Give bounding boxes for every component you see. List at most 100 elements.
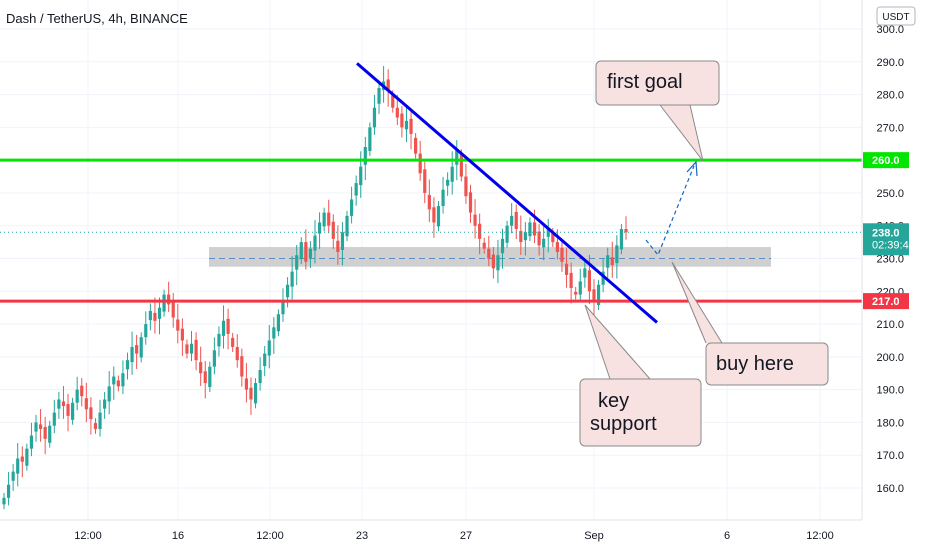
candle-body bbox=[409, 118, 413, 134]
price-tick-label: 230.0 bbox=[876, 254, 904, 266]
candle-body bbox=[459, 154, 463, 177]
candle-body bbox=[596, 284, 601, 306]
candle-body bbox=[592, 289, 596, 302]
price-tick-label: 200.0 bbox=[876, 352, 904, 364]
candle-body bbox=[116, 380, 120, 387]
candle-body bbox=[354, 183, 358, 196]
time-tick-label[interactable]: Sep bbox=[584, 530, 604, 542]
candle-body bbox=[436, 206, 441, 227]
candle-body bbox=[295, 255, 299, 270]
projection-arrowhead bbox=[686, 160, 698, 177]
candle-body bbox=[395, 107, 399, 118]
price-tick-label: 280.0 bbox=[876, 90, 904, 102]
candle-body bbox=[189, 343, 194, 354]
candle-body bbox=[253, 383, 258, 404]
candle-body bbox=[267, 340, 271, 356]
currency-badge-box[interactable] bbox=[876, 6, 916, 26]
candle-body bbox=[66, 404, 70, 416]
price-tick-label: 180.0 bbox=[876, 417, 904, 429]
candle-body bbox=[578, 281, 582, 295]
candle-body bbox=[322, 212, 326, 227]
price-tick-label: 290.0 bbox=[876, 57, 904, 69]
candle-body bbox=[345, 215, 349, 237]
candle-body bbox=[564, 263, 569, 275]
candle-body bbox=[276, 314, 281, 332]
time-tick-label[interactable]: 23 bbox=[356, 530, 368, 542]
key-support-callout-pointer bbox=[584, 304, 651, 380]
price-tick-label: 250.0 bbox=[876, 188, 904, 200]
buy-here-callout-pointer bbox=[671, 261, 723, 344]
goal-level-tag bbox=[863, 152, 909, 169]
candle-body bbox=[327, 212, 331, 226]
candle-body bbox=[555, 242, 559, 252]
candle-body bbox=[240, 356, 244, 377]
price-tick-label: 160.0 bbox=[876, 483, 904, 495]
candle-body bbox=[176, 319, 180, 331]
support-level-tag bbox=[863, 293, 909, 310]
price-tick-label: 170.0 bbox=[876, 450, 904, 462]
candle-body bbox=[249, 387, 253, 400]
candle-body bbox=[601, 271, 605, 285]
candle-body bbox=[478, 223, 482, 239]
candle-body bbox=[52, 412, 56, 426]
candle-body bbox=[98, 412, 102, 429]
candle-body bbox=[153, 312, 157, 321]
candle-body bbox=[500, 238, 505, 254]
horizontal-levels bbox=[0, 158, 862, 303]
price-axis-ticks: 160.0170.0180.0190.0200.0210.0220.0230.0… bbox=[876, 24, 904, 495]
candle-body bbox=[103, 399, 107, 409]
candle-body bbox=[203, 371, 207, 384]
candle-body bbox=[528, 222, 532, 237]
candle-body bbox=[11, 471, 15, 481]
candle-body bbox=[317, 222, 322, 234]
candle-body bbox=[112, 376, 116, 385]
candle-body bbox=[57, 399, 61, 409]
candle-body bbox=[125, 360, 130, 370]
candle-body bbox=[523, 232, 527, 241]
currency-badge[interactable]: USDT bbox=[882, 12, 909, 23]
time-tick-label[interactable]: 27 bbox=[460, 530, 472, 542]
candle-body bbox=[162, 294, 166, 312]
candle-body bbox=[359, 166, 363, 186]
buy-here-callout-box bbox=[705, 342, 829, 386]
candle-body bbox=[217, 333, 221, 347]
candle-body bbox=[212, 350, 216, 367]
key-support-callout-box bbox=[579, 378, 702, 447]
candles bbox=[2, 66, 628, 510]
candle-body bbox=[135, 345, 139, 354]
candle-body bbox=[482, 242, 486, 249]
candle-body bbox=[560, 248, 564, 262]
candle-body bbox=[372, 107, 377, 128]
level-label-current: 238.0 bbox=[872, 227, 900, 239]
candle-body bbox=[404, 120, 409, 130]
time-tick-label[interactable]: 16 bbox=[172, 530, 184, 542]
candle-body bbox=[272, 327, 276, 339]
candle-body bbox=[574, 291, 578, 295]
countdown-label: 02:39:48 bbox=[872, 239, 915, 251]
price-axis-panel[interactable] bbox=[862, 0, 932, 520]
candle-body bbox=[377, 88, 381, 104]
candle-body bbox=[157, 307, 162, 319]
first-goal-callout-pointer bbox=[659, 104, 704, 162]
candle-body bbox=[71, 402, 75, 420]
candle-body bbox=[20, 456, 24, 462]
candle-body bbox=[414, 137, 418, 154]
time-tick-label[interactable]: 6 bbox=[724, 530, 730, 542]
candle-body bbox=[331, 221, 335, 239]
candle-body bbox=[263, 353, 267, 367]
level-label-goal: 260.0 bbox=[872, 155, 900, 167]
candle-body bbox=[281, 301, 285, 315]
time-tick-label[interactable]: 12:00 bbox=[806, 530, 834, 542]
time-tick-label[interactable]: 12:00 bbox=[74, 530, 102, 542]
candle-body bbox=[6, 484, 11, 498]
candle-body bbox=[336, 240, 340, 252]
time-tick-label[interactable]: 12:00 bbox=[256, 530, 284, 542]
candle-body bbox=[148, 310, 152, 321]
price-tick-label: 300.0 bbox=[876, 24, 904, 36]
candle-body bbox=[583, 268, 587, 278]
time-axis-ticks[interactable]: 12:00 16 12:00 23 27 Sep 6 12:00 bbox=[74, 530, 834, 542]
candle-body bbox=[619, 228, 624, 250]
first-goal-callout-text: first goal bbox=[607, 71, 683, 93]
candle-body bbox=[532, 222, 537, 236]
